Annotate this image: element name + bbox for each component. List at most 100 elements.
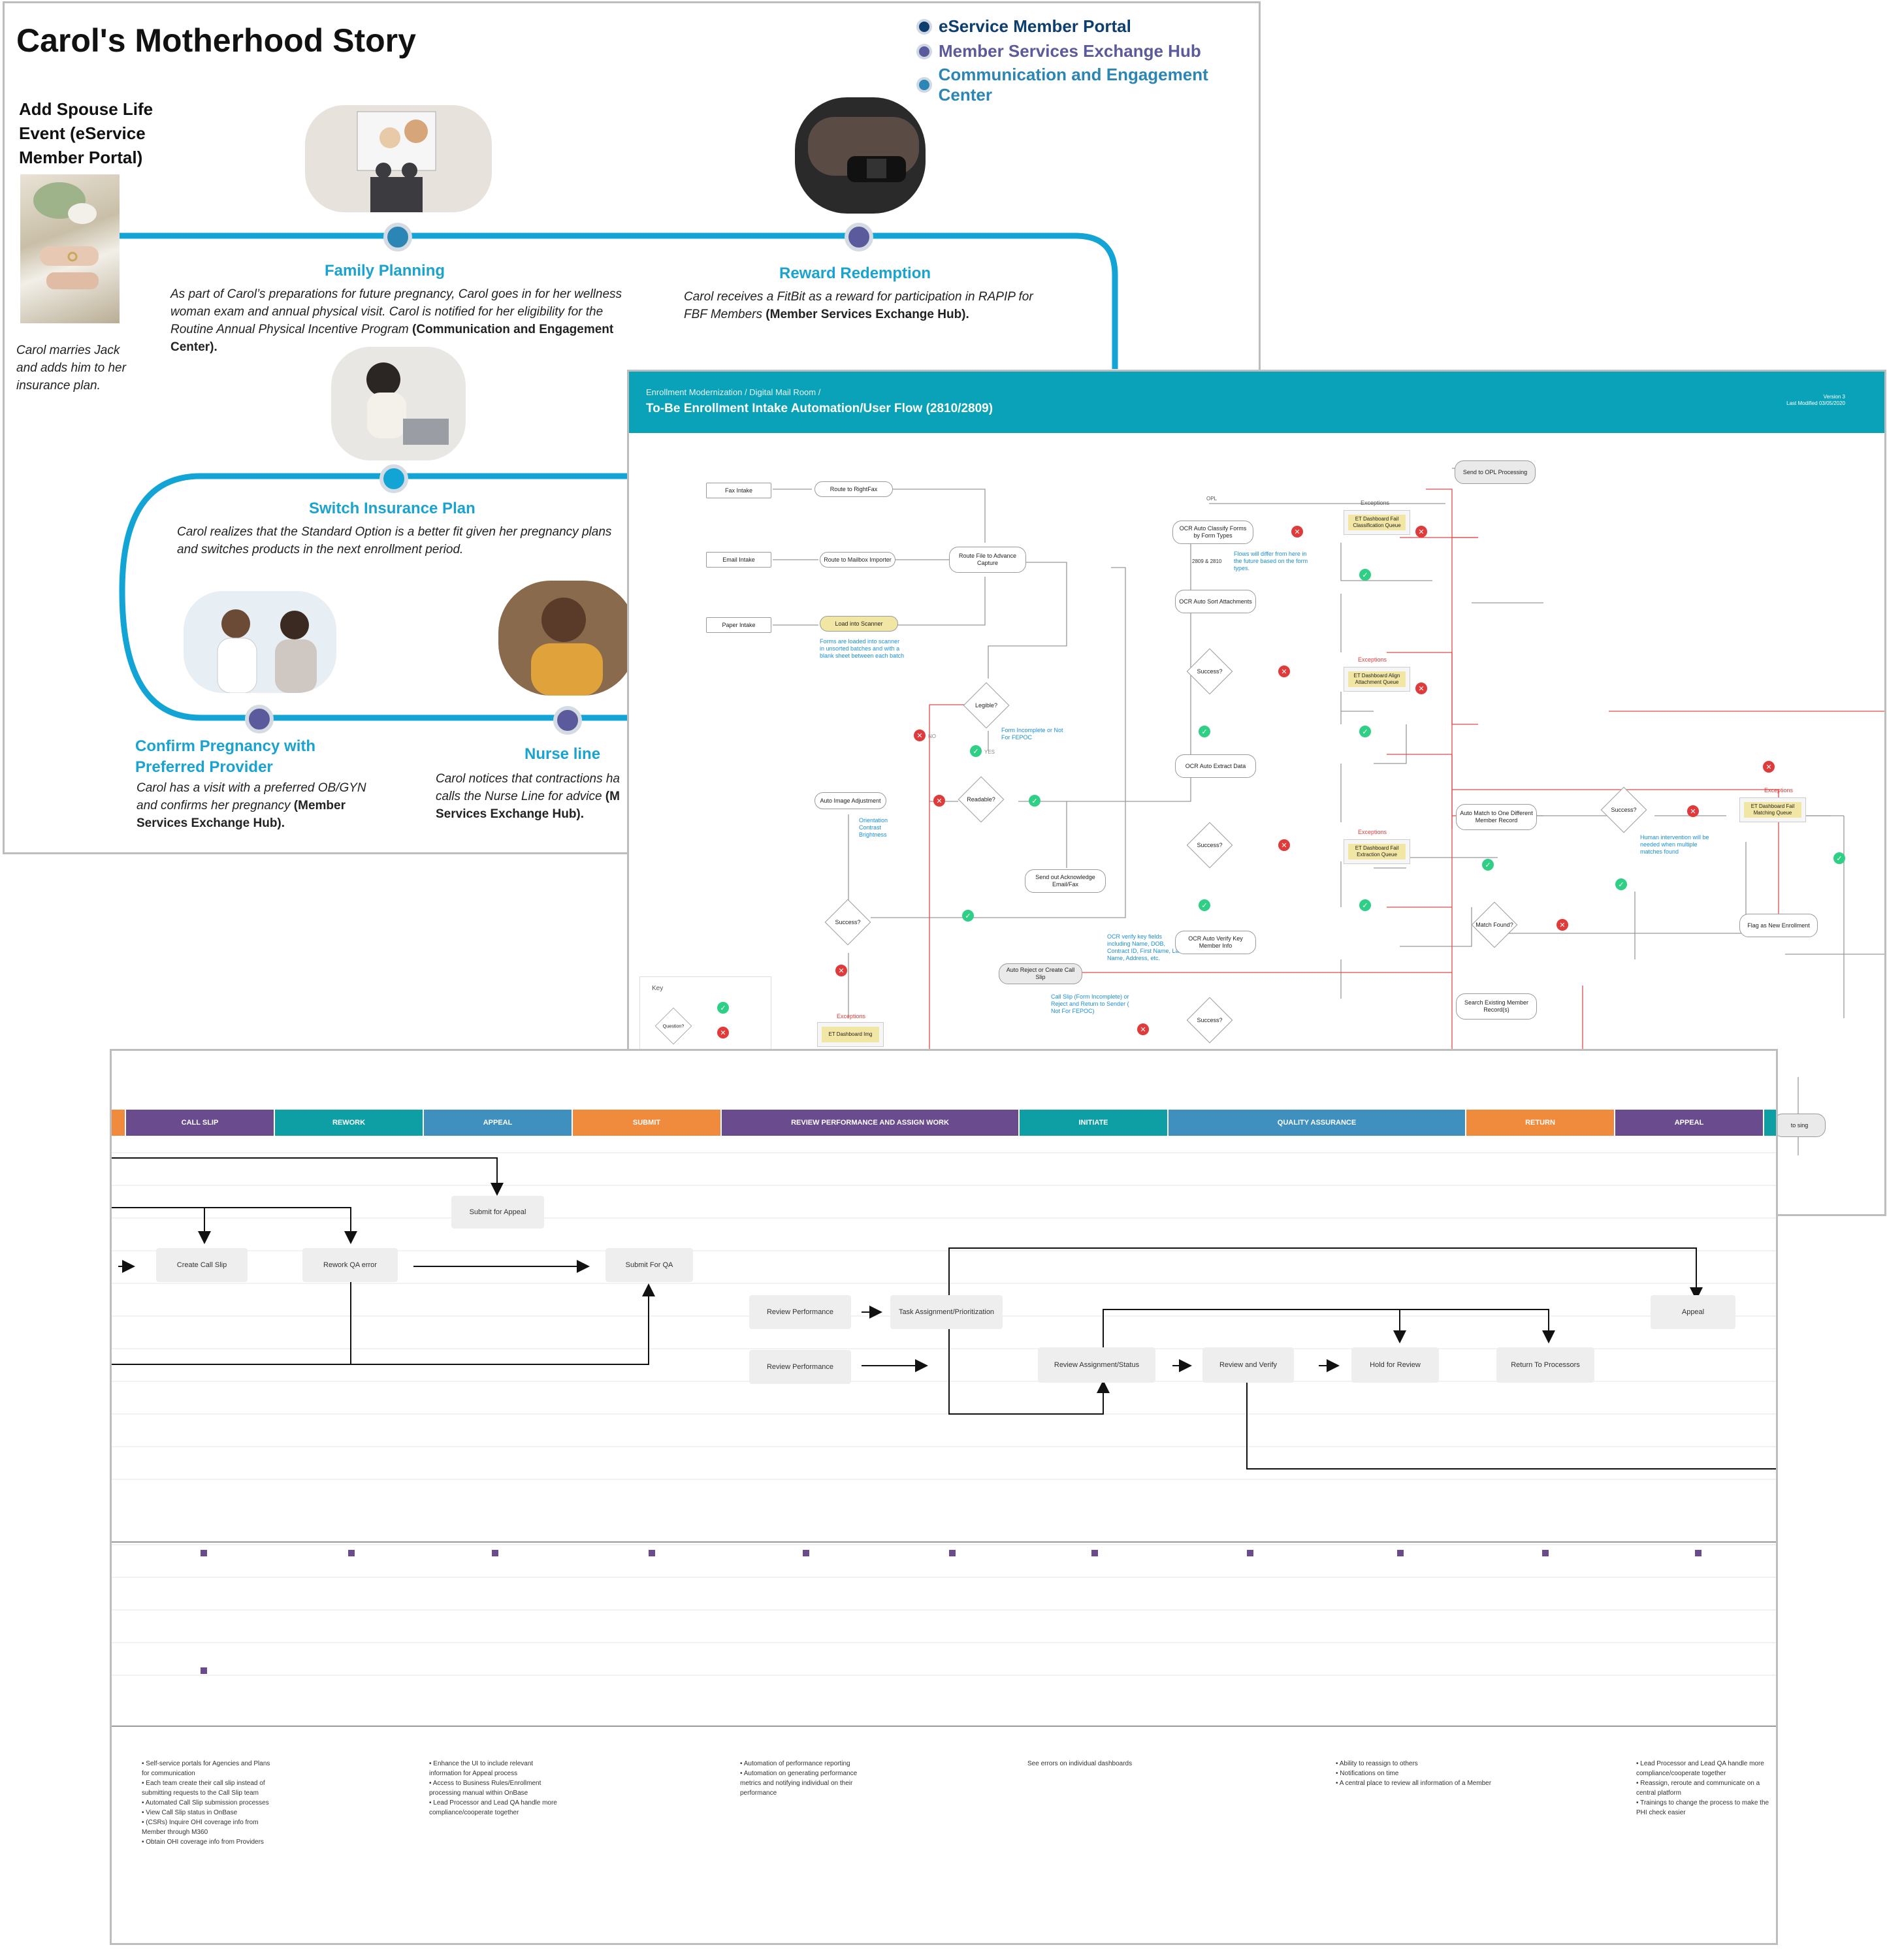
route-mailbox-node[interactable]: Route to Mailbox Importer xyxy=(820,552,895,568)
rework-qa-box[interactable]: Rework QA error xyxy=(302,1248,398,1282)
success-decision[interactable]: Success? xyxy=(824,899,871,946)
lane-marker xyxy=(1542,1550,1549,1556)
lane-marker xyxy=(1091,1550,1098,1556)
phase-label: CALL SLIP xyxy=(181,1119,219,1127)
scanner-note: Forms are loaded into scanner in unsorte… xyxy=(820,638,905,659)
phase-initiate[interactable]: INITIATE xyxy=(1020,1110,1167,1136)
review-performance-box-2[interactable]: Review Performance xyxy=(749,1350,851,1384)
ocr-verify-node[interactable]: OCR Auto Verify Key Member Info xyxy=(1175,931,1256,954)
to-processing-node[interactable]: to sing xyxy=(1773,1114,1826,1137)
success-decision-2[interactable]: Success? xyxy=(1186,648,1233,695)
extraction-queue[interactable]: ET Dashboard Fail Extraction Queue xyxy=(1344,839,1410,864)
success-decision-3[interactable]: Success? xyxy=(1186,822,1233,869)
nurse-line-photo xyxy=(498,581,636,696)
reward-text: Carol receives a FitBit as a reward for … xyxy=(684,288,1050,323)
phase-label: SUBMIT xyxy=(632,1119,661,1127)
lane-marker xyxy=(1695,1550,1702,1556)
review-performance-box-1[interactable]: Review Performance xyxy=(749,1295,851,1329)
phase-appeal[interactable]: APPEAL xyxy=(424,1110,572,1136)
success-decision-5[interactable]: Success? xyxy=(1600,786,1647,833)
search-record-node[interactable]: Search Existing Member Record(s) xyxy=(1456,993,1537,1020)
flag-new-node[interactable]: Flag as New Enrollment xyxy=(1739,914,1818,937)
matching-queue-label: ET Dashboard Fail Matching Queue xyxy=(1744,802,1801,818)
no-icon: ✕ xyxy=(1291,526,1303,538)
wedding-photo xyxy=(20,174,120,323)
legend-item-exchange-hub: Member Services Exchange Hub xyxy=(916,41,1201,61)
lane-marker xyxy=(649,1550,655,1556)
hold-review-box[interactable]: Hold for Review xyxy=(1351,1347,1439,1383)
img-queue[interactable]: ET Dashboard Img xyxy=(817,1022,884,1047)
fax-intake-node[interactable]: Fax Intake xyxy=(706,483,771,498)
switch-plan-photo xyxy=(331,347,466,460)
paper-intake-node[interactable]: Paper Intake xyxy=(706,617,771,633)
send-ack-node[interactable]: Send out Acknowledge Email/Fax xyxy=(1025,869,1106,893)
align-queue[interactable]: ET Dashboard Align Attachment Queue xyxy=(1344,667,1410,692)
phase-appeal-final[interactable]: APPEAL xyxy=(1615,1110,1763,1136)
phase-rework[interactable]: REWORK xyxy=(275,1110,423,1136)
extraction-queue-label: ET Dashboard Fail Extraction Queue xyxy=(1348,844,1406,860)
ocr-classify-node[interactable]: OCR Auto Classify Forms by Form Types xyxy=(1172,521,1253,544)
exceptions-label: Exceptions xyxy=(1358,656,1387,663)
lane-marker xyxy=(1397,1550,1404,1556)
callslip-note: Call Slip (Form Incomplete) or Reject an… xyxy=(1051,993,1129,1014)
quality-assurance-notes: • Ability to reassign to others • Notifi… xyxy=(1336,1760,1492,1787)
nurse-line-text: Carol notices that contractions ha calls… xyxy=(436,770,632,823)
phase-review-performance[interactable]: REVIEW PERFORMANCE AND ASSIGN WORK xyxy=(722,1110,1018,1136)
no-icon: ✕ xyxy=(1278,666,1290,677)
auto-reject-node[interactable]: Auto Reject or Create Call Slip xyxy=(999,963,1082,984)
phase-quality-assurance[interactable]: QUALITY ASSURANCE xyxy=(1169,1110,1465,1136)
submit-appeal-box[interactable]: Submit for Appeal xyxy=(451,1196,544,1229)
phase-label: QUALITY ASSURANCE xyxy=(1277,1119,1357,1127)
review-performance-notes: • Automation of performance reporting • … xyxy=(740,1760,858,1797)
legend-label: Communication and Engagement Center xyxy=(938,65,1208,104)
review-verify-box[interactable]: Review and Verify xyxy=(1202,1347,1294,1383)
auto-image-node[interactable]: Auto Image Adjustment xyxy=(814,792,886,809)
yes-icon: ✓ xyxy=(1359,569,1371,581)
load-scanner-node[interactable]: Load into Scanner xyxy=(820,616,898,632)
appeal-box[interactable]: Appeal xyxy=(1651,1295,1735,1329)
success-label: Success? xyxy=(1197,668,1223,675)
readable-decision[interactable]: Readable? xyxy=(958,776,1005,823)
legible-decision[interactable]: Legible? xyxy=(963,682,1010,729)
phase-call-slip[interactable]: CALL SLIP xyxy=(126,1110,274,1136)
create-call-slip-box[interactable]: Create Call Slip xyxy=(156,1248,248,1282)
auto-match-node[interactable]: Auto Match to One Different Member Recor… xyxy=(1456,804,1537,830)
phase-label: RETURN xyxy=(1525,1119,1555,1127)
return-processors-box[interactable]: Return To Processors xyxy=(1496,1347,1594,1383)
phase-label: REWORK xyxy=(332,1119,366,1127)
ocr-extract-node[interactable]: OCR Auto Extract Data xyxy=(1175,754,1256,778)
no-icon: ✕ xyxy=(717,1027,729,1038)
send-opl-node[interactable]: Send to OPL Processing xyxy=(1455,460,1536,484)
no-icon: ✕ xyxy=(1278,839,1290,851)
no-icon: ✕ xyxy=(914,730,926,741)
reward-node xyxy=(845,223,873,251)
switch-plan-title: Switch Insurance Plan xyxy=(309,500,476,517)
email-intake-node[interactable]: Email Intake xyxy=(706,552,771,568)
incomplete-note: Form Incomplete or Not For FEPOC xyxy=(1001,727,1063,741)
phase-label: REVIEW PERFORMANCE AND ASSIGN WORK xyxy=(791,1119,949,1127)
legible-label: Legible? xyxy=(975,702,998,709)
matching-queue[interactable]: ET Dashboard Fail Matching Queue xyxy=(1739,797,1806,822)
reward-photo xyxy=(795,97,926,214)
phase-submit[interactable]: SUBMIT xyxy=(573,1110,720,1136)
review-assignment-box[interactable]: Review Assignment/Status xyxy=(1038,1347,1155,1383)
submit-qa-box[interactable]: Submit For QA xyxy=(605,1248,693,1282)
lane-marker xyxy=(201,1550,207,1556)
yes-icon: ✓ xyxy=(1359,899,1371,911)
classification-queue[interactable]: ET Dashboard Fail Classification Queue xyxy=(1344,510,1410,535)
nurse-channel: (M Services Exchange Hub). xyxy=(436,790,620,821)
flows-note: Flows will differ from here in the futur… xyxy=(1234,551,1308,571)
no-icon: ✕ xyxy=(1415,526,1427,538)
task-assignment-box[interactable]: Task Assignment/Prioritization xyxy=(890,1295,1003,1329)
switch-plan-text: Carol realizes that the Standard Option … xyxy=(177,525,612,556)
match-found-decision[interactable]: Match Found? xyxy=(1471,901,1518,948)
yes-icon: ✓ xyxy=(1833,852,1845,864)
yes-icon: ✓ xyxy=(717,1002,729,1014)
call-slip-notes: • Self-service portals for Agencies and … xyxy=(142,1760,270,1846)
ocr-sort-node[interactable]: OCR Auto Sort Attachments xyxy=(1175,590,1256,613)
success-decision-4[interactable]: Success? xyxy=(1186,997,1233,1044)
success-label: Success? xyxy=(1611,807,1637,813)
route-capture-node[interactable]: Route File to Advance Capture xyxy=(949,547,1026,573)
phase-return[interactable]: RETURN xyxy=(1466,1110,1614,1136)
route-rightfax-node[interactable]: Route to RightFax xyxy=(814,481,893,497)
